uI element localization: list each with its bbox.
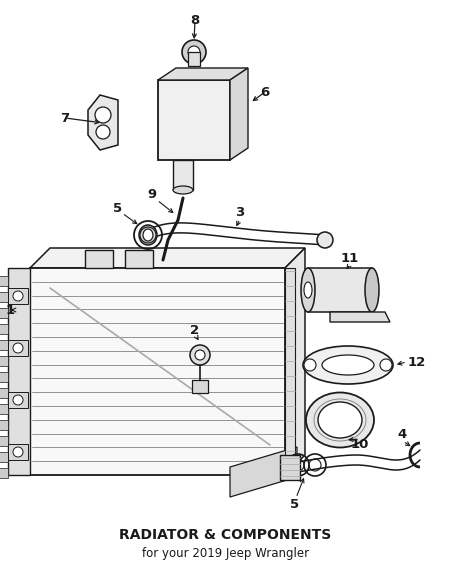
Polygon shape xyxy=(88,95,118,150)
Ellipse shape xyxy=(365,268,379,312)
Circle shape xyxy=(188,46,200,58)
Polygon shape xyxy=(0,468,8,478)
Polygon shape xyxy=(0,404,8,414)
Text: 5: 5 xyxy=(114,202,123,215)
Polygon shape xyxy=(0,276,8,286)
Polygon shape xyxy=(125,250,153,268)
Polygon shape xyxy=(173,160,193,190)
Ellipse shape xyxy=(303,346,393,384)
Polygon shape xyxy=(285,248,305,475)
Circle shape xyxy=(182,40,206,64)
Polygon shape xyxy=(8,340,28,356)
Polygon shape xyxy=(0,372,8,382)
Polygon shape xyxy=(0,340,8,350)
Polygon shape xyxy=(0,452,8,462)
Circle shape xyxy=(380,359,392,371)
Text: 1: 1 xyxy=(5,304,14,316)
Polygon shape xyxy=(188,52,200,66)
Text: 12: 12 xyxy=(408,356,426,368)
Polygon shape xyxy=(230,68,248,160)
Ellipse shape xyxy=(306,392,374,448)
Polygon shape xyxy=(0,308,8,318)
Polygon shape xyxy=(8,268,30,475)
Circle shape xyxy=(95,107,111,123)
Polygon shape xyxy=(30,268,285,475)
Text: 2: 2 xyxy=(190,324,199,336)
Circle shape xyxy=(304,359,316,371)
Polygon shape xyxy=(0,356,8,366)
Text: 10: 10 xyxy=(351,439,369,452)
Polygon shape xyxy=(230,447,297,497)
Polygon shape xyxy=(158,68,248,80)
Ellipse shape xyxy=(318,402,362,438)
Polygon shape xyxy=(158,80,230,160)
Circle shape xyxy=(96,125,110,139)
Polygon shape xyxy=(192,380,208,393)
Ellipse shape xyxy=(173,186,193,194)
Polygon shape xyxy=(308,268,372,312)
Polygon shape xyxy=(280,455,300,480)
Polygon shape xyxy=(30,248,305,268)
Text: 7: 7 xyxy=(60,111,69,124)
Circle shape xyxy=(317,232,333,248)
Circle shape xyxy=(13,343,23,353)
Text: 3: 3 xyxy=(235,207,244,219)
Polygon shape xyxy=(8,288,28,304)
Polygon shape xyxy=(8,444,28,460)
Text: 11: 11 xyxy=(341,251,359,264)
Ellipse shape xyxy=(143,229,153,241)
Ellipse shape xyxy=(304,282,312,298)
Polygon shape xyxy=(0,292,8,302)
Text: 4: 4 xyxy=(397,428,407,441)
Polygon shape xyxy=(330,312,390,322)
Text: RADIATOR & COMPONENTS: RADIATOR & COMPONENTS xyxy=(120,528,331,542)
Polygon shape xyxy=(8,392,28,408)
Polygon shape xyxy=(285,268,295,475)
Text: 5: 5 xyxy=(290,498,299,512)
Text: for your 2019 Jeep Wrangler: for your 2019 Jeep Wrangler xyxy=(142,546,309,560)
Ellipse shape xyxy=(322,355,374,375)
Text: 6: 6 xyxy=(260,86,270,99)
Polygon shape xyxy=(0,388,8,398)
Ellipse shape xyxy=(139,225,157,245)
Polygon shape xyxy=(0,324,8,334)
Circle shape xyxy=(13,291,23,301)
Text: 8: 8 xyxy=(190,14,200,26)
Text: 9: 9 xyxy=(147,188,156,202)
Circle shape xyxy=(13,447,23,457)
Circle shape xyxy=(195,350,205,360)
Ellipse shape xyxy=(301,268,315,312)
Polygon shape xyxy=(0,420,8,430)
Polygon shape xyxy=(0,436,8,446)
Circle shape xyxy=(190,345,210,365)
Polygon shape xyxy=(85,250,113,268)
Circle shape xyxy=(13,395,23,405)
